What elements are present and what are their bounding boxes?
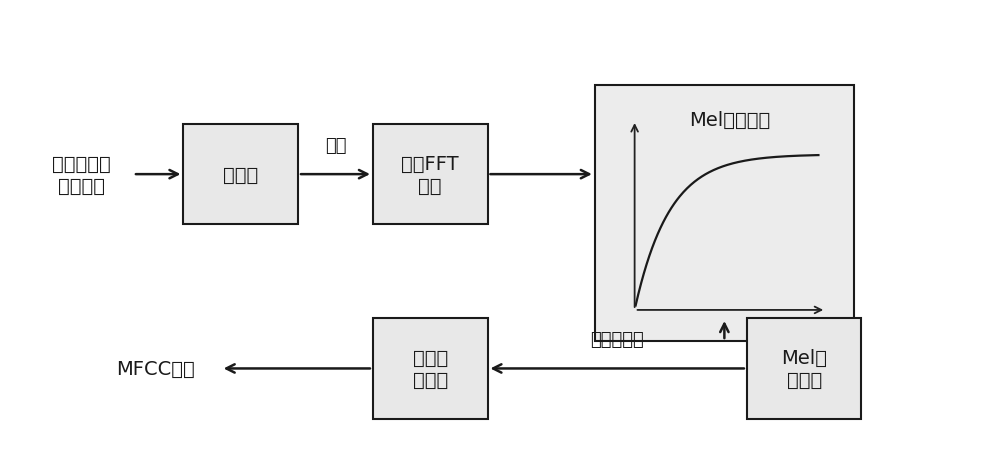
Text: Mel频
率滤波: Mel频 率滤波 bbox=[781, 348, 827, 389]
Text: 加窗: 加窗 bbox=[325, 136, 346, 154]
Text: MFCC系数: MFCC系数 bbox=[117, 359, 195, 378]
Text: 离散FFT
变换: 离散FFT 变换 bbox=[401, 154, 459, 195]
Text: 麦克风阵列
采集信号: 麦克风阵列 采集信号 bbox=[52, 154, 111, 195]
Text: 能量对数和: 能量对数和 bbox=[590, 330, 644, 348]
Bar bbox=[373, 124, 488, 225]
Bar bbox=[595, 86, 854, 341]
Bar bbox=[183, 124, 298, 225]
Bar bbox=[747, 319, 861, 419]
Text: Mel尺度变换: Mel尺度变换 bbox=[689, 111, 770, 130]
Text: 离散余
弦变换: 离散余 弦变换 bbox=[413, 348, 448, 389]
Bar bbox=[373, 319, 488, 419]
Text: 预处理: 预处理 bbox=[223, 165, 258, 184]
